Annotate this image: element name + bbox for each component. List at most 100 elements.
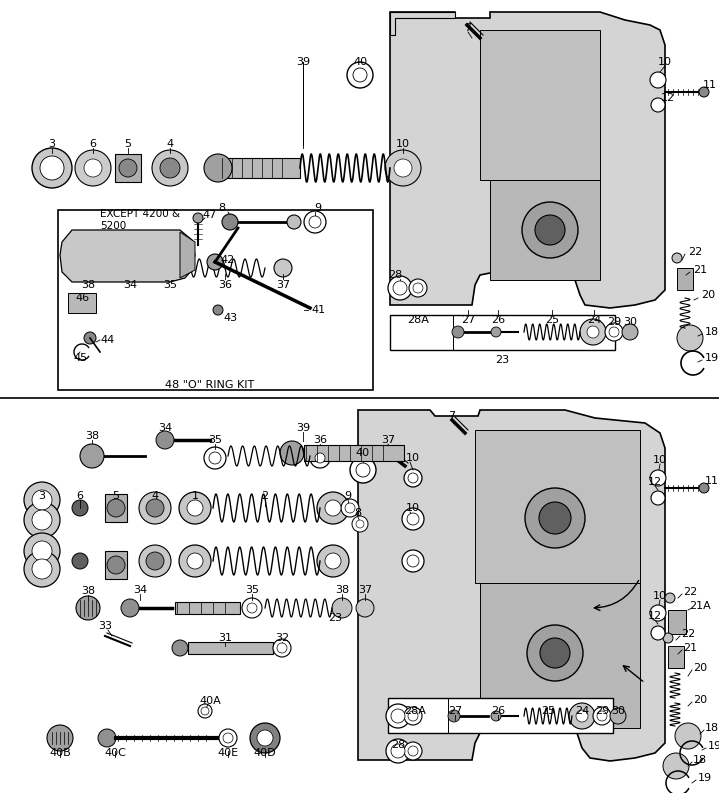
Text: 24: 24	[587, 315, 601, 325]
Text: 10: 10	[653, 591, 667, 601]
Circle shape	[491, 711, 501, 721]
Polygon shape	[475, 430, 640, 583]
Circle shape	[160, 158, 180, 178]
Text: 33: 33	[98, 621, 112, 631]
Text: 12: 12	[648, 611, 662, 621]
Circle shape	[187, 500, 203, 516]
Circle shape	[222, 214, 238, 230]
Circle shape	[204, 447, 226, 469]
Circle shape	[80, 444, 104, 468]
Text: 22: 22	[688, 247, 702, 257]
Circle shape	[404, 707, 422, 725]
Circle shape	[32, 490, 52, 510]
Circle shape	[274, 259, 292, 277]
Circle shape	[24, 482, 60, 518]
Text: 37: 37	[276, 280, 290, 290]
Circle shape	[332, 598, 352, 618]
Circle shape	[353, 68, 367, 82]
Text: 21: 21	[693, 265, 707, 275]
Circle shape	[404, 742, 422, 760]
Text: 10: 10	[653, 455, 667, 465]
Text: 22: 22	[681, 629, 695, 639]
Circle shape	[402, 508, 424, 530]
Circle shape	[101, 259, 119, 277]
Circle shape	[317, 545, 349, 577]
Text: 23: 23	[495, 355, 509, 365]
Polygon shape	[480, 30, 600, 180]
Bar	[175, 602, 240, 614]
Circle shape	[156, 431, 174, 449]
Text: 8: 8	[219, 203, 226, 213]
Circle shape	[593, 707, 611, 725]
Circle shape	[139, 492, 171, 524]
Circle shape	[273, 639, 291, 657]
Bar	[388, 698, 613, 733]
Circle shape	[219, 729, 237, 747]
Circle shape	[527, 625, 583, 681]
Text: 29: 29	[595, 706, 609, 716]
Circle shape	[98, 729, 116, 747]
Bar	[390, 315, 615, 350]
Text: 2: 2	[262, 491, 269, 501]
Circle shape	[32, 148, 72, 188]
Text: EXCEPT 4200 &
5200: EXCEPT 4200 & 5200	[100, 209, 180, 231]
Circle shape	[250, 723, 280, 753]
Circle shape	[407, 555, 419, 567]
Text: 18: 18	[693, 755, 707, 765]
Text: 3: 3	[39, 491, 45, 501]
Text: 47: 47	[203, 210, 217, 220]
Circle shape	[699, 87, 709, 97]
Text: 35: 35	[208, 435, 222, 445]
Text: 3: 3	[48, 139, 55, 149]
Circle shape	[391, 744, 405, 758]
Circle shape	[107, 499, 125, 517]
Circle shape	[699, 483, 709, 493]
Text: 4: 4	[152, 491, 159, 501]
Text: 40D: 40D	[254, 748, 276, 758]
Circle shape	[309, 216, 321, 228]
Text: 20: 20	[693, 695, 707, 705]
Circle shape	[304, 211, 326, 233]
Polygon shape	[480, 583, 640, 728]
Circle shape	[576, 710, 588, 722]
Text: 48 "O" RING KIT: 48 "O" RING KIT	[165, 380, 255, 390]
Circle shape	[386, 739, 410, 763]
Circle shape	[448, 710, 460, 722]
Circle shape	[146, 552, 164, 570]
Circle shape	[650, 72, 666, 88]
Text: 41: 41	[311, 305, 325, 315]
Circle shape	[356, 463, 370, 477]
Text: 37: 37	[381, 435, 395, 445]
Text: 44: 44	[101, 335, 115, 345]
Text: 39: 39	[296, 57, 310, 67]
Circle shape	[193, 213, 203, 223]
Circle shape	[32, 510, 52, 530]
Text: 40A: 40A	[199, 696, 221, 706]
Circle shape	[345, 503, 355, 513]
Text: 38: 38	[85, 431, 99, 441]
Text: 31: 31	[218, 633, 232, 643]
Text: 26: 26	[491, 706, 505, 716]
Text: 28A: 28A	[407, 315, 429, 325]
Polygon shape	[390, 12, 665, 308]
Circle shape	[198, 704, 212, 718]
Circle shape	[650, 605, 666, 621]
Text: 4: 4	[166, 139, 173, 149]
Circle shape	[146, 499, 164, 517]
Bar	[58, 210, 373, 390]
Circle shape	[72, 553, 88, 569]
Text: 25: 25	[545, 315, 559, 325]
Circle shape	[391, 709, 405, 723]
Circle shape	[139, 545, 171, 577]
Text: 40: 40	[353, 57, 367, 67]
Text: 9: 9	[314, 203, 321, 213]
Text: 1: 1	[191, 491, 198, 501]
Text: 45: 45	[73, 353, 87, 363]
Circle shape	[84, 332, 96, 344]
Bar	[105, 494, 127, 522]
Circle shape	[393, 281, 407, 295]
Text: 35: 35	[245, 585, 259, 595]
Text: 27: 27	[461, 315, 475, 325]
Circle shape	[172, 640, 188, 656]
Circle shape	[407, 513, 419, 525]
